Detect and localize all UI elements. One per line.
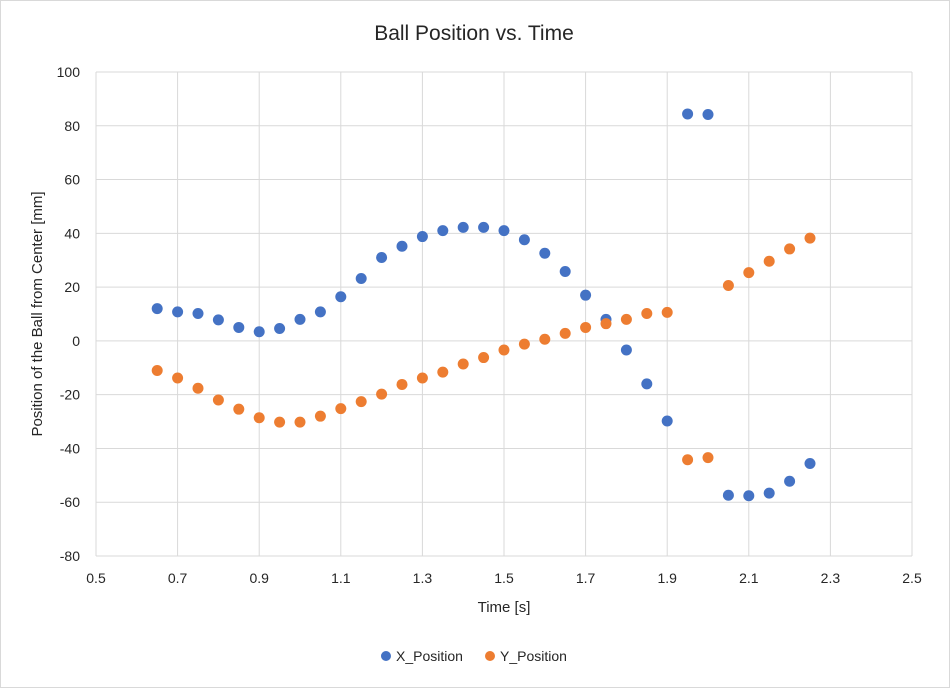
point-y-position [784,243,796,255]
y-axis-label: Position of the Ball from Center [mm] [29,191,46,436]
point-y-position [274,416,286,428]
point-x-position [559,266,571,278]
data-points [151,108,816,502]
point-y-position [620,313,632,325]
point-x-position [539,247,551,259]
point-x-position [702,108,714,120]
y-tick-label: 80 [64,118,80,134]
point-y-position [172,372,184,384]
x-tick-label: 0.9 [249,570,269,586]
point-y-position [314,410,326,422]
y-tick-label: -60 [60,494,80,510]
point-x-position [212,314,224,326]
point-x-position [355,273,367,285]
point-y-position [335,403,347,415]
x-tick-label: 1.7 [576,570,596,586]
point-y-position [457,358,469,370]
point-x-position [253,326,265,338]
legend-label-y-position: Y_Position [500,648,567,664]
point-y-position [253,412,265,424]
point-y-position [478,352,490,364]
chart-title: Ball Position vs. Time [374,22,574,45]
point-x-position [294,313,306,325]
point-y-position [641,307,653,319]
point-x-position [804,458,816,470]
point-y-position [539,333,551,345]
x-tick-label: 0.7 [168,570,188,586]
legend-marker-y-position [485,651,495,661]
point-x-position [478,221,490,233]
point-y-position [151,364,163,376]
point-y-position [355,396,367,408]
x-tick-label: 2.5 [902,570,922,586]
point-x-position [518,234,530,246]
x-axis-label: Time [s] [478,599,531,616]
point-x-position [233,321,245,333]
x-tick-label: 2.3 [821,570,841,586]
point-y-position [682,454,694,466]
point-x-position [192,307,204,319]
x-tick-label: 1.5 [494,570,514,586]
point-y-position [233,403,245,415]
y-tick-label: 100 [57,64,81,80]
y-tick-label: -20 [60,387,80,403]
point-x-position [396,240,408,252]
point-x-position [682,108,694,120]
point-x-position [641,378,653,390]
point-y-position [722,279,734,291]
point-y-position [743,267,755,279]
x-tick-label: 1.9 [657,570,677,586]
point-x-position [416,231,428,243]
x-tick-labels: 0.5 0.7 0.9 1.1 1.3 1.5 1.7 1.9 2.1 2.3 2.5 [86,570,922,586]
point-x-position [620,344,632,356]
x-tick-label: 1.1 [331,570,351,586]
x-tick-label: 0.5 [86,570,106,586]
point-x-position [172,306,184,318]
point-y-position [437,366,449,378]
point-x-position [151,303,163,315]
legend: X_Position Y_Position [381,648,567,664]
point-y-position [702,452,714,464]
point-x-position [335,291,347,303]
point-x-position [784,475,796,487]
point-y-position [600,318,612,330]
y-tick-label: -80 [60,548,80,564]
point-y-position [192,382,204,394]
point-y-position [416,372,428,384]
point-x-position [498,225,510,237]
legend-marker-x-position [381,651,391,661]
point-y-position [212,394,224,406]
point-x-position [580,289,592,301]
point-x-position [274,323,286,335]
y-tick-label: 40 [64,225,80,241]
point-y-position [376,388,388,400]
point-y-position [518,338,530,350]
point-x-position [376,252,388,264]
point-x-position [437,225,449,237]
y-tick-labels: 100 80 60 40 20 0 -20 -40 -60 -80 [57,64,81,564]
legend-label-x-position: X_Position [396,648,463,664]
point-y-position [559,327,571,339]
y-tick-label: -40 [60,440,80,456]
y-tick-label: 60 [64,172,80,188]
point-y-position [396,378,408,390]
point-x-position [722,489,734,501]
point-y-position [661,306,673,318]
point-y-position [294,416,306,428]
point-y-position [498,344,510,356]
point-x-position [661,415,673,427]
y-tick-label: 20 [64,279,80,295]
point-x-position [457,221,469,233]
point-y-position [580,321,592,333]
x-tick-label: 2.1 [739,570,759,586]
point-y-position [804,232,816,244]
x-tick-label: 1.3 [413,570,433,586]
point-x-position [743,490,755,502]
point-x-position [763,487,775,499]
y-tick-label: 0 [72,333,80,349]
point-x-position [314,306,326,318]
point-y-position [763,255,775,267]
